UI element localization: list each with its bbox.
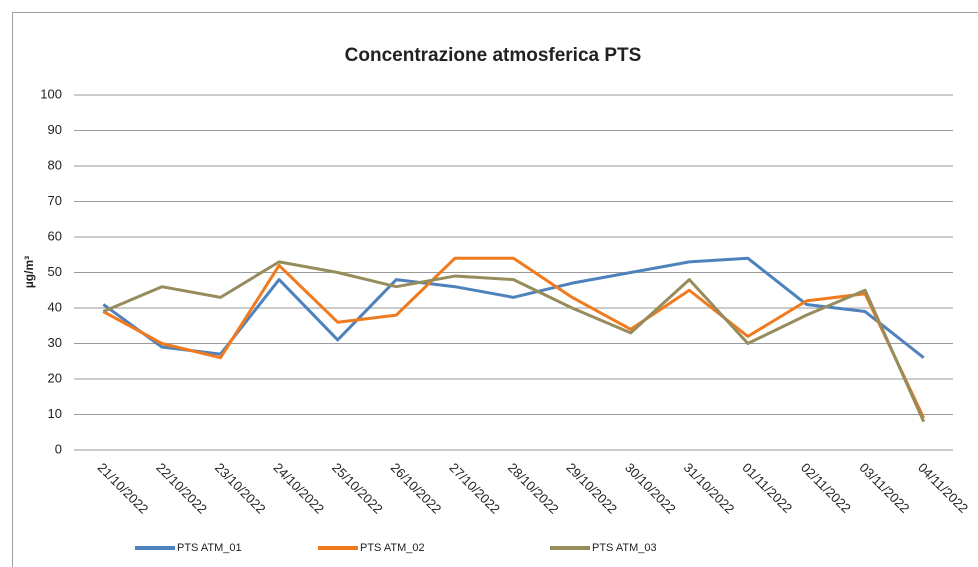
legend-label: PTS ATM_03 bbox=[592, 542, 657, 554]
y-tick-label: 90 bbox=[48, 122, 62, 137]
y-tick-label: 100 bbox=[40, 86, 62, 101]
series-line bbox=[102, 260, 926, 423]
y-tick-label: 0 bbox=[55, 441, 62, 456]
y-tick-label: 10 bbox=[48, 406, 62, 421]
y-tick-label: 60 bbox=[48, 228, 62, 243]
legend-label: PTS ATM_02 bbox=[360, 542, 425, 554]
legend-label: PTS ATM_01 bbox=[177, 542, 242, 554]
y-tick-label: 50 bbox=[48, 264, 62, 279]
y-tick-label: 20 bbox=[48, 370, 62, 385]
chart-title: Concentrazione atmosferica PTS bbox=[345, 45, 642, 66]
y-tick-label: 70 bbox=[48, 193, 62, 208]
series-line bbox=[102, 256, 926, 419]
y-axis-label: µg/m³ bbox=[22, 256, 36, 288]
y-tick-label: 30 bbox=[48, 335, 62, 350]
y-tick-label: 40 bbox=[48, 299, 62, 314]
y-tick-label: 80 bbox=[48, 157, 62, 172]
